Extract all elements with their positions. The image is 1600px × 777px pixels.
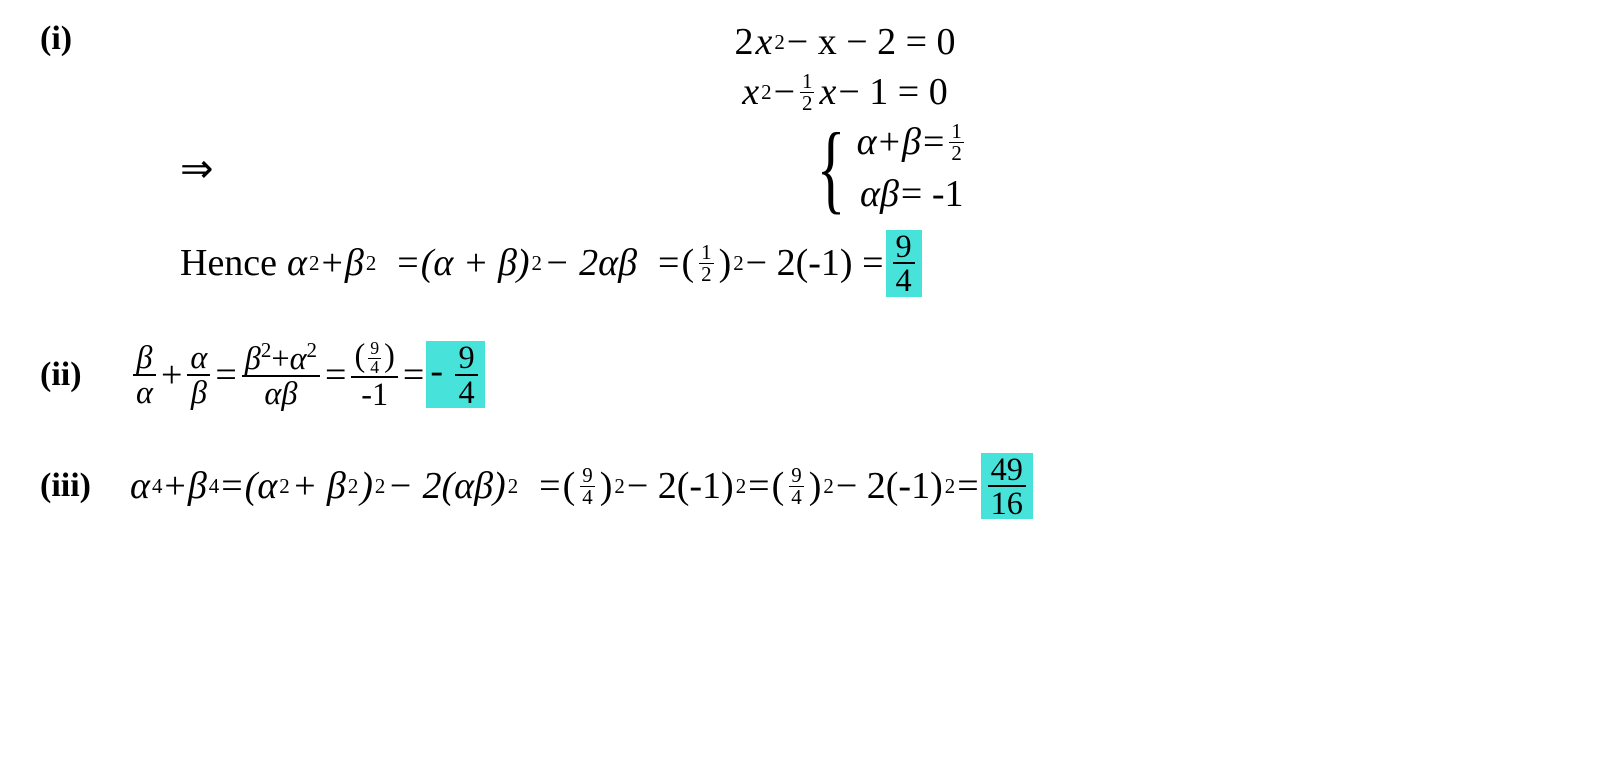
answer-i: 9 4 — [886, 230, 922, 297]
alpha2-plus-beta2: Hence α2 + β2 = (α + β)2 − 2αβ = ( 1 2 )… — [180, 230, 922, 297]
beta-over-alpha-plus: β α + α β = β2+α2 αβ = (94) -1 = - 9 4 — [130, 339, 485, 411]
half-fraction: 1 2 — [800, 71, 814, 114]
part-iii-label: (iii) — [40, 467, 130, 505]
eq-monic: x2 − 1 2 x − 1 = 0 — [742, 70, 947, 114]
answer-iii: 49 16 — [981, 453, 1033, 520]
part-i: (i) 2x2 − x − 2 = 0 x2 − 1 2 x − 1 = 0 — [40, 20, 1560, 114]
left-brace-icon: { — [816, 128, 845, 208]
eq-original: 2x2 − x − 2 = 0 — [734, 20, 955, 64]
part-i-equations: 2x2 − x − 2 = 0 x2 − 1 2 x − 1 = 0 — [130, 20, 1560, 114]
alpha4-plus-beta4: α4 + β4 = (α2 + β2 )2 − 2(αβ)2 = ( 9 4 )… — [130, 453, 1033, 520]
part-ii-label: (ii) — [40, 356, 130, 394]
sum-of-roots: α + β = 1 2 — [857, 120, 967, 164]
vieta-brace: { α + β = 1 2 αβ = -1 — [807, 120, 967, 216]
vieta-row: ⇒ { α + β = 1 2 αβ = -1 — [40, 120, 1560, 216]
part-i-label: (i) — [40, 20, 130, 58]
implies-arrow: ⇒ — [180, 145, 214, 192]
product-of-roots: αβ = -1 — [857, 172, 967, 216]
part-iii: (iii) α4 + β4 = (α2 + β2 )2 − 2(αβ)2 = (… — [40, 453, 1560, 520]
answer-ii: - 9 4 — [426, 341, 484, 408]
part-ii: (ii) β α + α β = β2+α2 αβ = (94) -1 = - … — [40, 339, 1560, 411]
hence-row: Hence α2 + β2 = (α + β)2 − 2αβ = ( 1 2 )… — [40, 230, 1560, 297]
